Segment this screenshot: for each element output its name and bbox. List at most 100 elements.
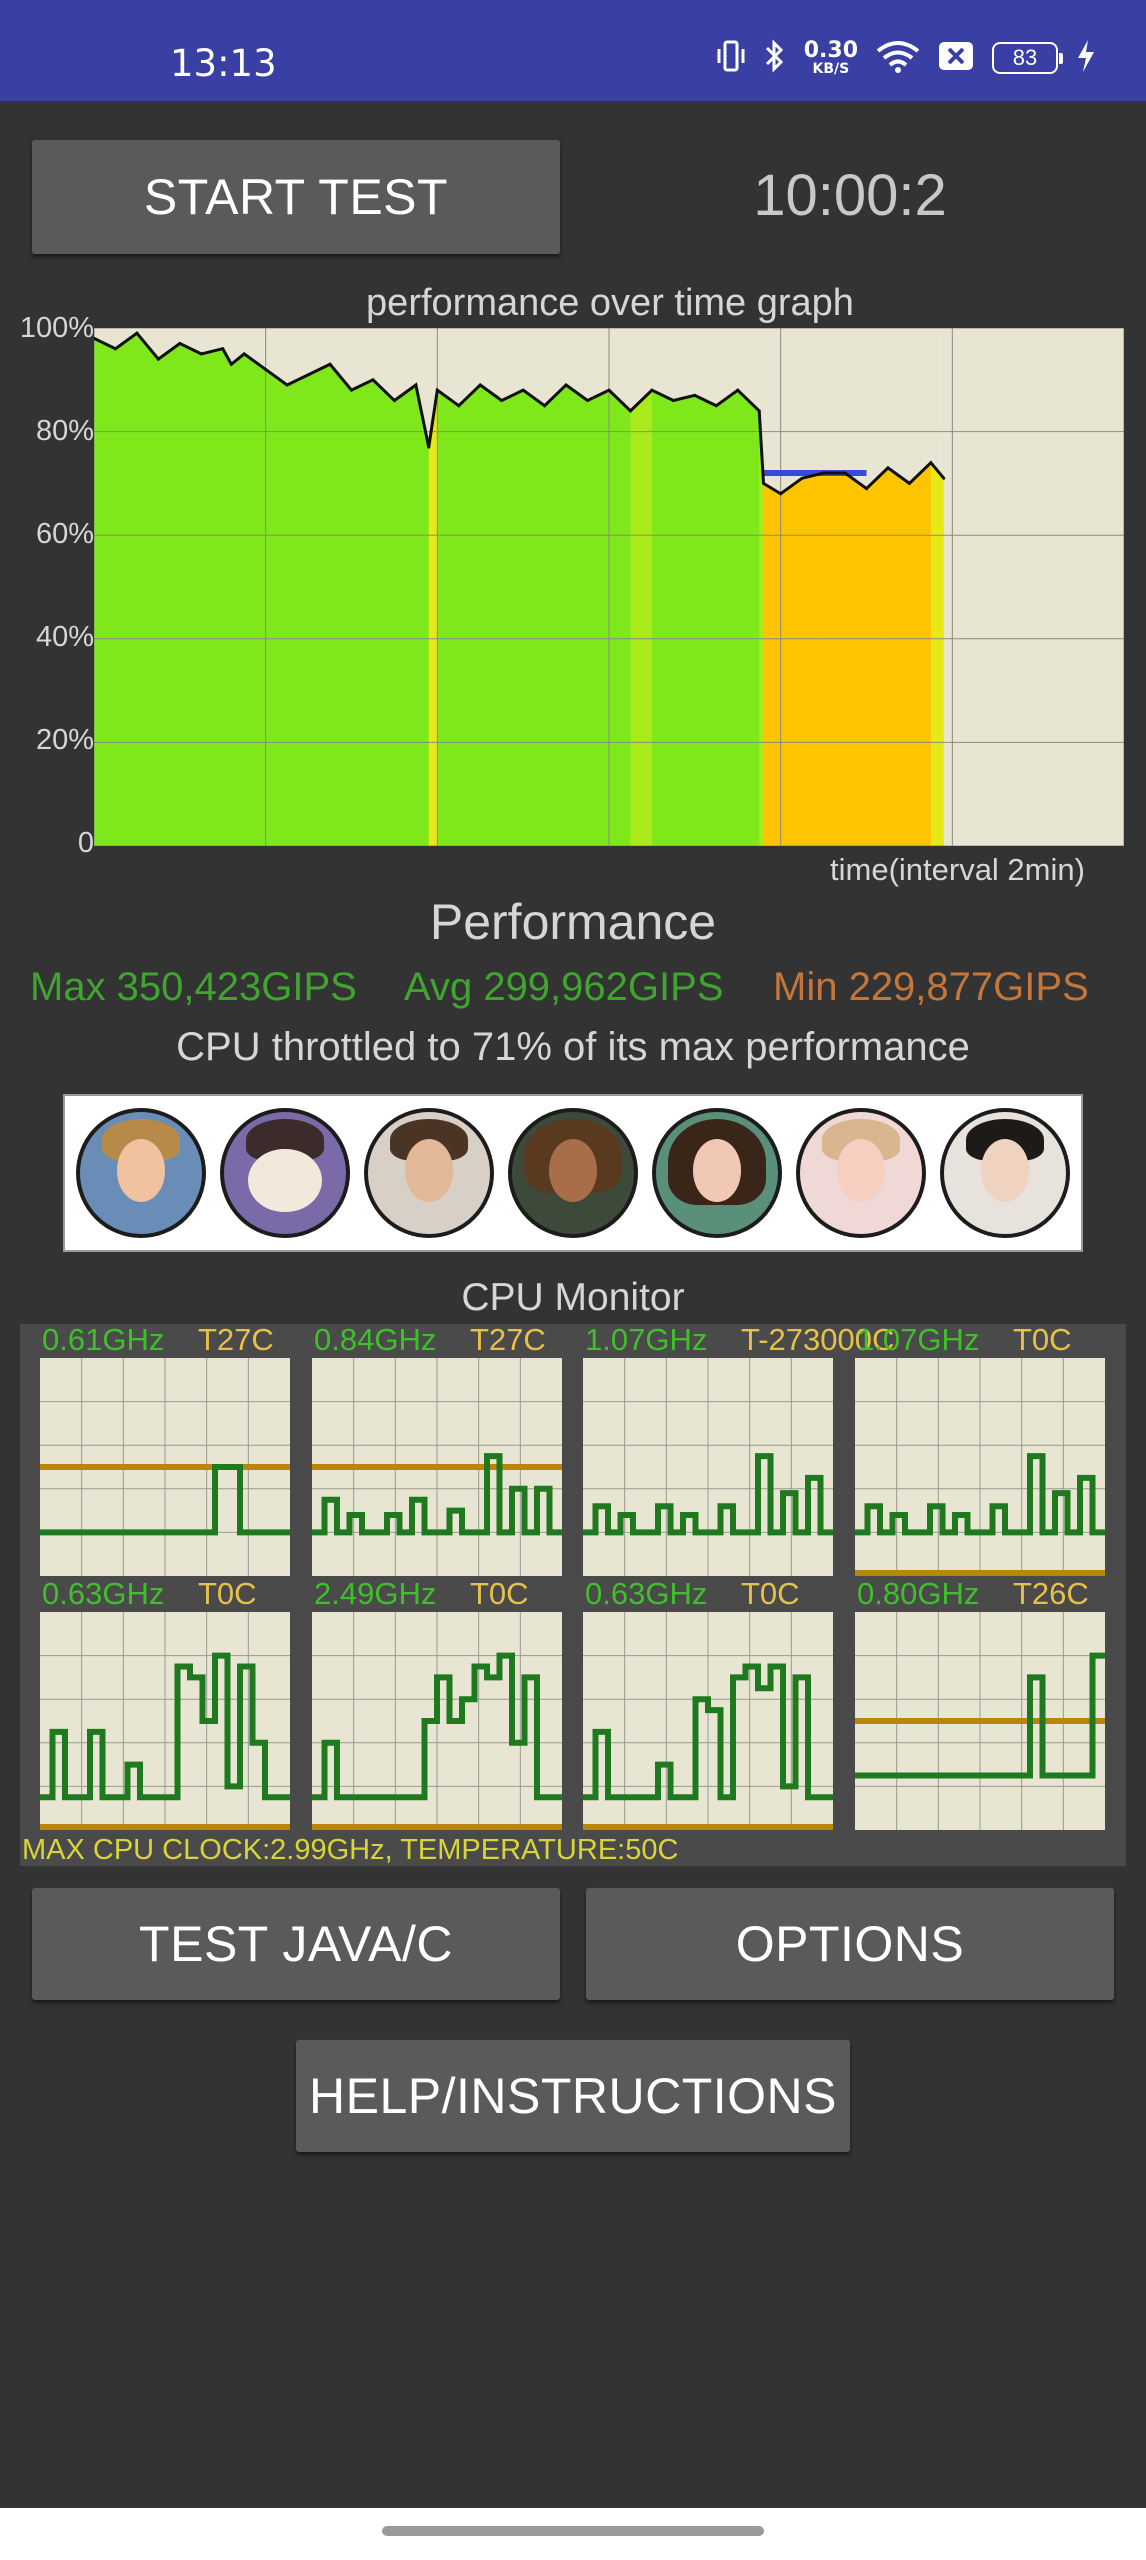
cpu-monitor-footer: MAX CPU CLOCK:2.99GHz, TEMPERATURE:50C — [22, 1834, 679, 1866]
performance-fill-strip — [630, 328, 653, 846]
avatar-2[interactable] — [220, 1108, 350, 1238]
min-stat: Min 229,877GIPS — [773, 965, 1089, 1009]
performance-fill-strip — [480, 328, 503, 846]
cpu-monitor-panel: 0.61GHz T27C 0.84GHz T27C 1.07GHz T-273000C 1.… — [20, 1322, 1126, 1866]
performance-graph — [94, 328, 1124, 846]
avatar-7[interactable] — [940, 1108, 1070, 1238]
performance-fill-strip — [437, 328, 460, 846]
performance-fill-strip — [587, 328, 610, 846]
performance-point — [564, 383, 568, 387]
core-temperature: T0C — [198, 1576, 257, 1611]
performance-point — [392, 399, 396, 403]
performance-point — [521, 388, 525, 392]
performance-fill-strip — [372, 328, 395, 846]
performance-fill-strip — [244, 328, 267, 846]
start-test-button[interactable]: START TEST — [32, 140, 560, 254]
performance-fill-strip — [394, 328, 417, 846]
performance-fill-strip — [330, 328, 352, 846]
test-timer: 10:00:2 — [753, 163, 947, 228]
performance-fill-strip — [201, 328, 224, 846]
throttle-text: CPU throttled to 71% of its max performa… — [176, 1025, 970, 1069]
avatar-1[interactable] — [76, 1108, 206, 1238]
core-temperature: T26C — [1013, 1576, 1089, 1611]
cpu-usage-line — [855, 1652, 1105, 1779]
sim-off-icon — [938, 41, 974, 76]
performance-fill-strip — [287, 328, 310, 846]
performance-fill-strip — [308, 328, 331, 846]
vibrate-icon — [716, 39, 746, 78]
avatar-3[interactable] — [364, 1108, 494, 1238]
status-icons: 0.30 KB/S 83 — [716, 38, 1096, 78]
net-speed: 0.30 KB/S — [803, 38, 858, 77]
performance-point — [650, 388, 654, 392]
help-instructions-button[interactable]: HELP/INSTRUCTIONS — [296, 2040, 850, 2152]
performance-fill-strip — [351, 328, 374, 846]
performance-fill-strip — [136, 328, 159, 846]
performance-point — [714, 404, 718, 408]
cpu-usage-line — [583, 1453, 833, 1536]
cpu-usage-line — [40, 1464, 290, 1536]
cpu-usage-line — [312, 1652, 562, 1801]
performance-point — [500, 399, 504, 403]
core-temperature: T-273000C — [741, 1322, 895, 1357]
performance-fill-strip — [428, 328, 438, 846]
performance-fill-strip — [179, 328, 202, 846]
graph-unused-area — [94, 328, 944, 494]
performance-point — [929, 461, 933, 465]
y-tick-100: 100% — [19, 312, 94, 344]
performance-point — [135, 331, 139, 335]
core-frequency: 0.61GHz — [42, 1322, 165, 1357]
y-tick-60: 60% — [35, 518, 94, 550]
core-frequency: 0.63GHz — [585, 1576, 708, 1611]
test-java-c-button[interactable]: TEST JAVA/C — [32, 1888, 560, 2000]
core-frequency: 0.84GHz — [314, 1322, 437, 1357]
avatar-5[interactable] — [652, 1108, 782, 1238]
performance-fill-strip — [716, 328, 739, 846]
performance-point — [221, 347, 225, 351]
performance-fill-strip — [222, 328, 232, 846]
battery-icon: 83 — [992, 42, 1063, 74]
core-temperature: T0C — [470, 1576, 529, 1611]
performance-fill-strip — [759, 328, 764, 846]
cpu-usage-line — [855, 1453, 1105, 1536]
performance-fill-strip — [265, 328, 288, 846]
y-tick-40: 40% — [35, 621, 94, 653]
performance-point — [307, 373, 311, 377]
avatar-strip[interactable] — [63, 1094, 1083, 1252]
performance-point — [285, 383, 289, 387]
core-temperature: T27C — [198, 1322, 274, 1357]
cpu-core-graphs — [40, 1358, 1105, 1830]
options-button[interactable]: OPTIONS — [586, 1888, 1114, 2000]
performance-point — [779, 492, 783, 496]
performance-title: Performance — [429, 894, 717, 950]
graph-title: performance over time graph — [366, 282, 854, 324]
performance-fill-strip — [115, 328, 138, 846]
home-indicator[interactable] — [382, 2526, 764, 2536]
performance-point — [942, 476, 946, 480]
performance-point — [414, 383, 418, 387]
performance-point — [371, 378, 375, 382]
y-tick-0: 0 — [77, 827, 94, 859]
performance-point — [886, 466, 890, 470]
performance-point — [693, 393, 697, 397]
performance-fill-strip — [501, 328, 524, 846]
performance-point — [94, 336, 96, 340]
performance-point — [800, 476, 804, 480]
core-frequency: 1.07GHz — [585, 1322, 708, 1357]
core-temperature: T27C — [470, 1322, 546, 1357]
performance-fill-strip — [609, 328, 631, 846]
performance-point — [865, 487, 868, 491]
core-temperature: T0C — [741, 1576, 800, 1611]
performance-fill-strip — [523, 328, 546, 846]
performance-point — [242, 352, 246, 356]
performance-point — [427, 445, 431, 449]
avatar-6[interactable] — [796, 1108, 926, 1238]
core-frequency: 1.07GHz — [857, 1322, 980, 1357]
cpu-usage-line — [583, 1663, 833, 1801]
cpu-usage-line — [40, 1652, 290, 1801]
avatar-4[interactable] — [508, 1108, 638, 1238]
performance-point — [671, 399, 675, 403]
performance-fill-strip — [458, 328, 481, 846]
performance-point — [435, 388, 439, 392]
performance-point — [328, 362, 332, 366]
